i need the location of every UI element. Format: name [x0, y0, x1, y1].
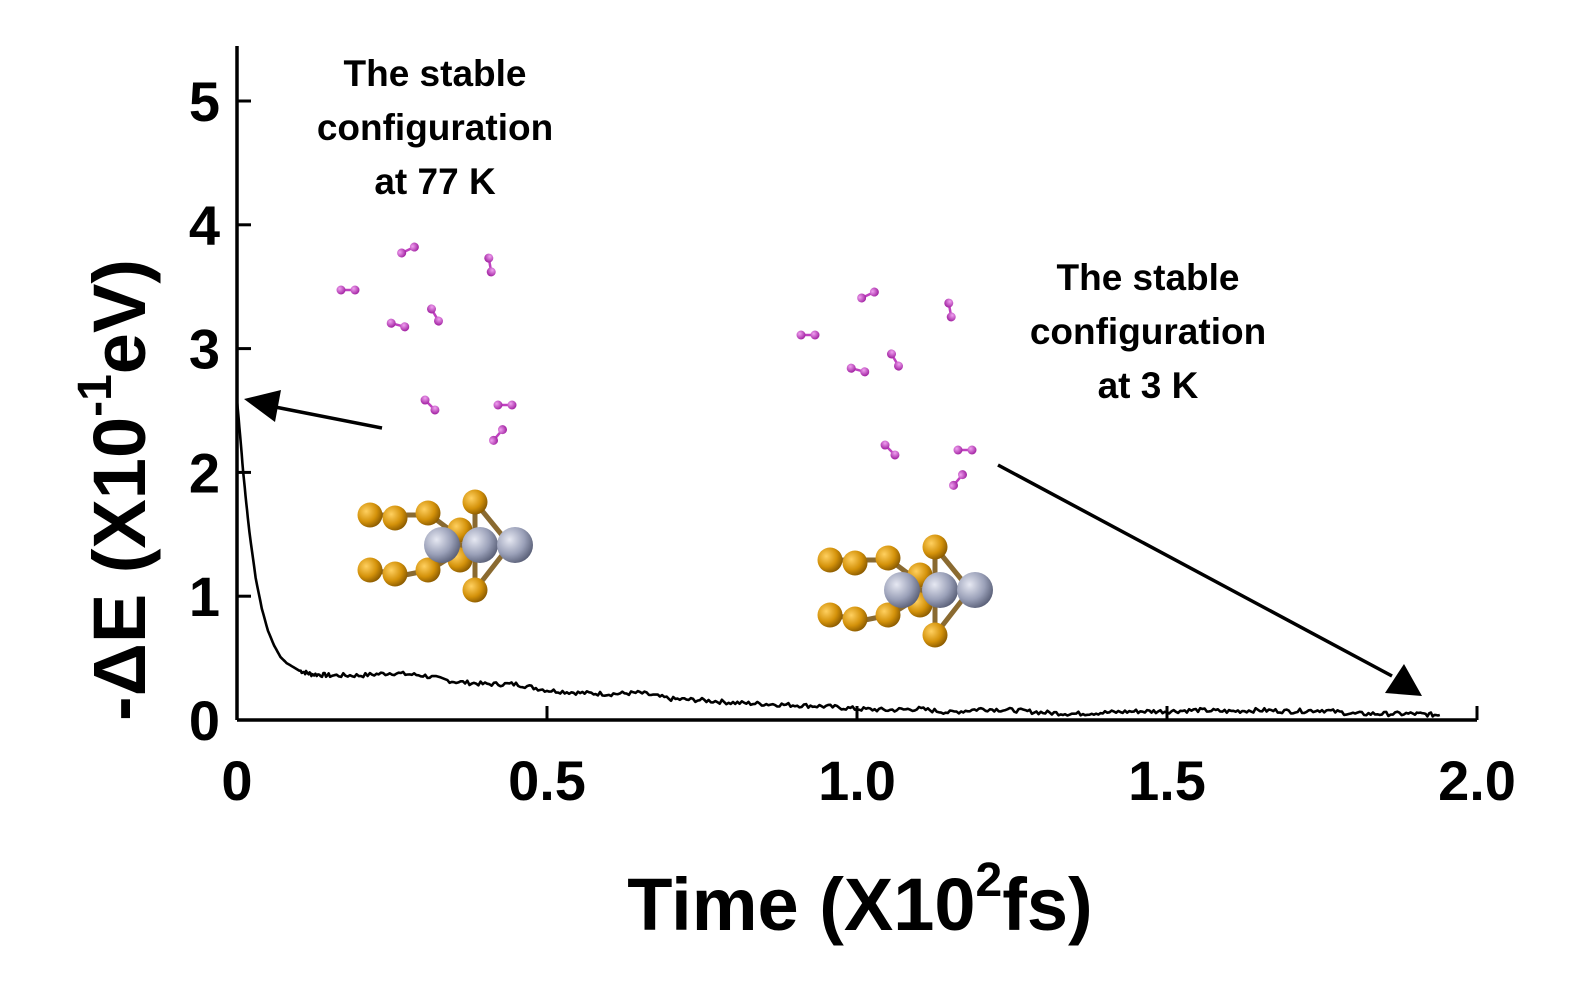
sulfur-atom — [357, 557, 383, 583]
x-tick-label: 1.0 — [818, 749, 896, 812]
annotation-77k-arrowhead — [244, 390, 281, 422]
sulfur-atom — [357, 502, 383, 528]
sulfur-atom — [382, 505, 408, 531]
annotation-3k-arrowhead — [1385, 664, 1422, 696]
sulfur-atom — [415, 557, 441, 583]
y-tick-label: 2 — [189, 441, 220, 504]
x-axis-title-prefix: Time (X10 — [627, 863, 975, 946]
x-tick-label: 1.5 — [1128, 749, 1206, 812]
annotation-3k-line2: configuration — [1030, 311, 1266, 352]
h2-molecule — [953, 445, 977, 455]
sulfur-atom — [922, 622, 948, 648]
x-tick-label: 2.0 — [1438, 749, 1516, 812]
y-tick-label: 4 — [189, 194, 220, 257]
x-ticks: 0 0.5 1.0 1.5 2.0 — [221, 706, 1516, 812]
h2-molecule — [420, 395, 440, 415]
h2-molecule — [493, 400, 517, 410]
x-tick-label: 0.5 — [508, 749, 586, 812]
series-line-energy — [235, 400, 1441, 718]
x-axis-title-suffix: fs) — [1002, 863, 1092, 946]
sulfur-atom — [382, 561, 408, 587]
sulfur-atom — [842, 606, 868, 632]
sulfur-atom — [415, 500, 441, 526]
x-axis-title: Time (X102fs) — [627, 854, 1092, 946]
annotation-77k-line3: at 77 K — [374, 161, 496, 202]
h2-molecule — [427, 304, 443, 326]
h2-molecule — [846, 363, 870, 377]
y-axis-title: -ΔE (X10-1eV) — [69, 259, 161, 721]
annotation-77k-line2: configuration — [317, 107, 553, 148]
sulfur-atom — [817, 547, 843, 573]
y-tick-label: 3 — [189, 318, 220, 381]
sulfur-atom — [462, 577, 488, 603]
metal-atom — [462, 527, 498, 563]
metal-atom — [424, 527, 460, 563]
y-ticks: 0 1 2 3 4 5 — [189, 70, 251, 752]
sulfur-atom — [875, 602, 901, 628]
h2-molecule — [857, 287, 879, 303]
annotation-3k-arrow-shaft — [997, 463, 1393, 678]
h2-molecule — [489, 425, 507, 445]
y-tick-label: 1 — [189, 565, 220, 628]
h2-molecule — [386, 318, 410, 332]
y-tick-label: 0 — [189, 689, 220, 752]
sulfur-atom — [462, 489, 488, 515]
annotation-77k: The stable configuration at 77 K — [244, 53, 553, 430]
annotation-3k-line1: The stable — [1057, 257, 1240, 298]
sulfur-atom — [922, 534, 948, 560]
molecule-inset-3k — [796, 287, 993, 648]
x-tick-label: 0 — [221, 749, 252, 812]
sulfur-atom — [817, 602, 843, 628]
h2-molecule — [949, 470, 967, 490]
h2-molecule — [484, 253, 496, 277]
annotation-3k: The stable configuration at 3 K — [997, 257, 1422, 696]
sulfur-atom — [875, 545, 901, 571]
metal-atom — [957, 572, 993, 608]
h2-molecule — [880, 440, 900, 460]
metal-atom — [884, 572, 920, 608]
x-axis-title-sup: 2 — [976, 854, 1003, 907]
h2-molecule — [336, 285, 360, 295]
metal-atom — [922, 572, 958, 608]
sulfur-atom — [842, 550, 868, 576]
h2-molecule — [887, 349, 903, 371]
annotation-3k-line3: at 3 K — [1098, 365, 1199, 406]
y-axis-title-sup: -1 — [69, 374, 122, 417]
y-axis-title-prefix: -ΔE (X10 — [78, 417, 161, 721]
molecule-inset-77k — [336, 242, 533, 603]
h2-molecule — [397, 242, 419, 258]
metal-atom — [497, 527, 533, 563]
h2-molecule — [944, 298, 956, 322]
y-tick-label: 5 — [189, 70, 220, 133]
annotation-77k-line1: The stable — [344, 53, 527, 94]
h2-molecule — [796, 330, 820, 340]
annotation-77k-arrow-shaft — [269, 404, 383, 430]
y-axis-title-suffix: eV) — [78, 259, 161, 374]
